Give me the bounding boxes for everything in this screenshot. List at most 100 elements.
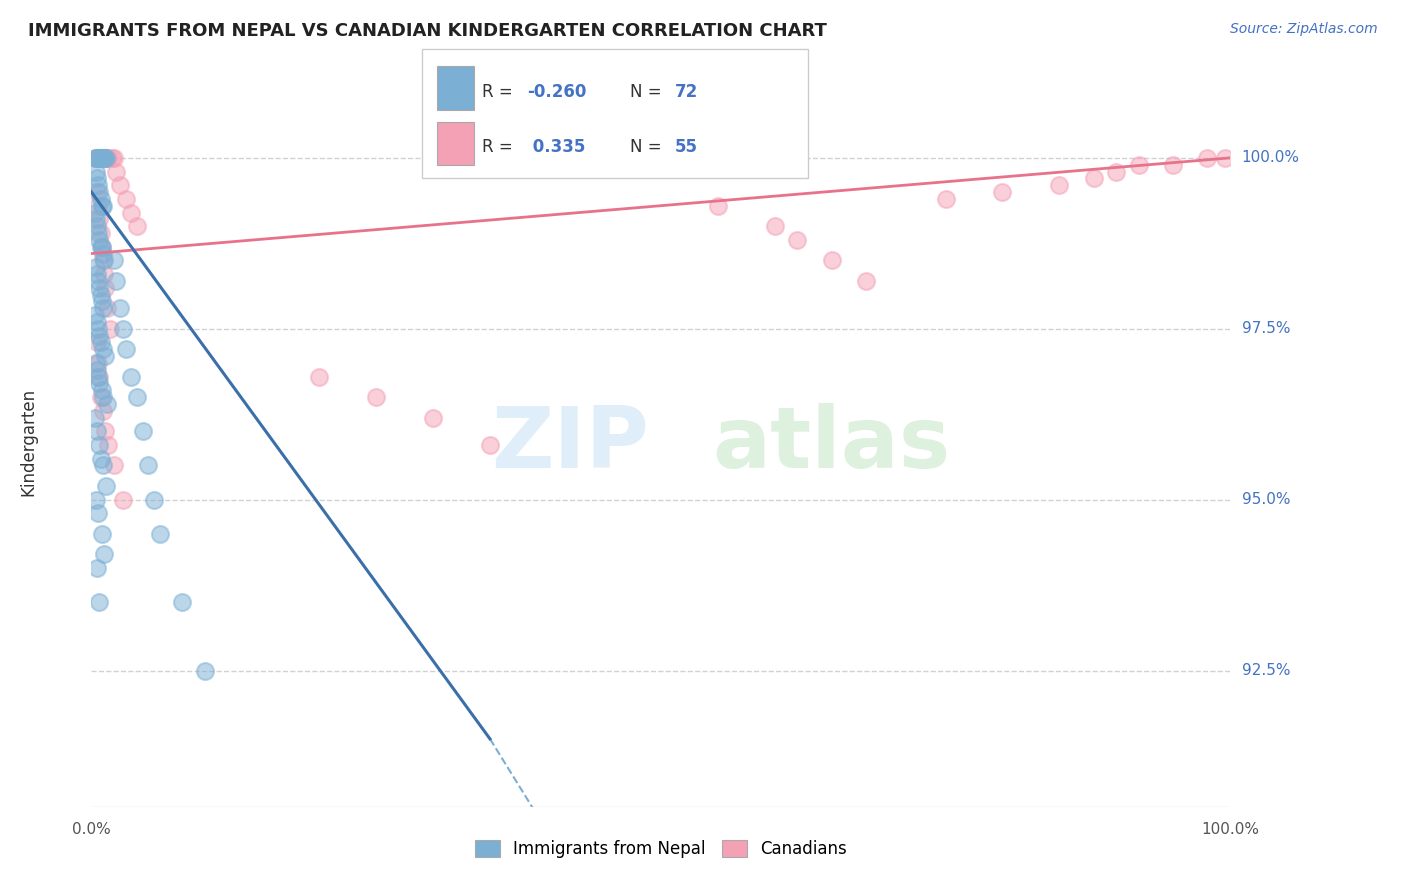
Point — [112, 322, 135, 336]
Text: Source: ZipAtlas.com: Source: ZipAtlas.com — [1230, 22, 1378, 37]
Point — [91, 151, 114, 165]
Point — [1197, 151, 1219, 165]
Point — [820, 253, 842, 268]
Point — [87, 356, 110, 370]
Point — [87, 178, 110, 193]
Point — [89, 192, 111, 206]
Point — [125, 219, 148, 234]
Point — [89, 335, 111, 350]
Point — [86, 363, 108, 377]
Point — [89, 281, 111, 295]
Point — [96, 301, 118, 316]
Point — [108, 301, 131, 316]
Point — [1213, 151, 1236, 165]
Point — [1047, 178, 1071, 193]
Point — [91, 390, 114, 404]
Point — [87, 369, 110, 384]
Point — [1083, 171, 1105, 186]
Point — [83, 151, 105, 165]
Point — [89, 212, 111, 227]
Point — [84, 212, 107, 227]
Point — [87, 199, 110, 213]
Point — [89, 369, 111, 384]
Point — [87, 322, 110, 336]
Point — [83, 410, 105, 425]
Point — [96, 479, 118, 493]
Point — [143, 492, 166, 507]
Point — [105, 274, 128, 288]
Point — [90, 240, 112, 254]
Point — [478, 438, 501, 452]
Point — [786, 233, 808, 247]
Point — [87, 151, 110, 165]
Point — [91, 458, 114, 473]
Point — [91, 151, 114, 165]
Point — [96, 397, 118, 411]
Text: 100.0%: 100.0% — [1201, 822, 1260, 838]
Point — [86, 267, 108, 281]
Point — [89, 438, 111, 452]
Point — [422, 410, 444, 425]
Point — [86, 335, 108, 350]
Text: 72: 72 — [675, 83, 699, 101]
Point — [91, 343, 114, 357]
Point — [94, 281, 117, 295]
Point — [138, 458, 160, 473]
Text: 55: 55 — [675, 138, 697, 156]
Point — [103, 151, 125, 165]
Point — [91, 301, 114, 316]
Point — [89, 151, 111, 165]
Legend: Immigrants from Nepal, Canadians: Immigrants from Nepal, Canadians — [468, 833, 853, 864]
Point — [89, 233, 111, 247]
Point — [934, 192, 956, 206]
Point — [87, 274, 110, 288]
Point — [120, 205, 142, 219]
Point — [93, 547, 115, 561]
Point — [194, 664, 217, 678]
Point — [86, 151, 108, 165]
Point — [90, 384, 112, 398]
Point — [87, 226, 110, 240]
Point — [84, 164, 107, 178]
Text: Kindergarten: Kindergarten — [20, 387, 38, 496]
Text: 100.0%: 100.0% — [1241, 151, 1299, 165]
Point — [86, 315, 108, 329]
Point — [94, 151, 117, 165]
Point — [90, 526, 112, 541]
Point — [87, 506, 110, 520]
Text: -0.260: -0.260 — [527, 83, 586, 101]
Point — [94, 151, 117, 165]
Point — [83, 205, 105, 219]
Point — [855, 274, 877, 288]
Point — [83, 308, 105, 322]
Point — [86, 151, 108, 165]
Point — [114, 192, 136, 206]
Point — [98, 322, 121, 336]
Point — [86, 219, 108, 234]
Text: 0.335: 0.335 — [527, 138, 586, 156]
Point — [89, 240, 111, 254]
Point — [90, 151, 112, 165]
Point — [108, 178, 131, 193]
Point — [93, 151, 115, 165]
Point — [991, 185, 1014, 199]
Point — [308, 369, 330, 384]
Text: ZIP: ZIP — [491, 403, 648, 486]
Point — [90, 151, 112, 165]
Point — [93, 253, 115, 268]
Point — [763, 219, 786, 234]
Point — [706, 199, 728, 213]
Point — [89, 376, 111, 391]
Point — [97, 438, 120, 452]
Point — [86, 185, 108, 199]
Point — [91, 246, 114, 260]
Point — [84, 151, 107, 165]
Text: 95.0%: 95.0% — [1241, 492, 1291, 508]
Point — [94, 349, 117, 363]
Point — [90, 240, 112, 254]
Point — [97, 151, 120, 165]
Point — [96, 151, 118, 165]
Point — [91, 199, 114, 213]
Point — [91, 253, 114, 268]
Text: R =: R = — [482, 83, 519, 101]
